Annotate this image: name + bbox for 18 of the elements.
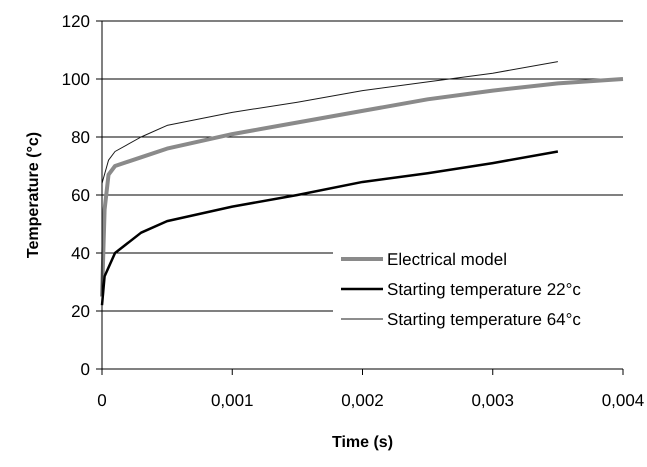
y-tick-label: 40: [71, 244, 90, 263]
line-series: [102, 61, 558, 184]
y-tick-label: 60: [71, 186, 90, 205]
x-tick-label: 0,004: [602, 391, 644, 410]
y-tick-label: 20: [71, 302, 90, 321]
y-axis-title: Temperature (°c): [25, 132, 42, 258]
legend-label: Electrical model: [387, 250, 507, 269]
y-tick-label: 0: [80, 360, 90, 379]
x-tick-label: 0,002: [341, 391, 384, 410]
x-axis-title: Time (s): [332, 434, 394, 451]
x-tick-label: 0,003: [471, 391, 514, 410]
x-tick-label: 0: [97, 391, 107, 410]
y-tick-label: 100: [62, 70, 90, 89]
legend-label: Starting temperature 22°c: [387, 280, 582, 299]
legend-label: Starting temperature 64°c: [387, 310, 582, 329]
y-tick-label: 80: [71, 128, 90, 147]
x-tick-label: 0,001: [210, 391, 254, 410]
y-tick-label: 120: [62, 12, 90, 31]
